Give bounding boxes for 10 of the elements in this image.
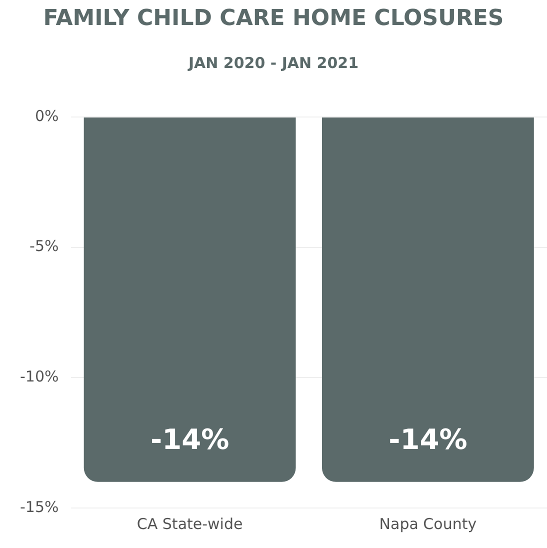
data-label: -14% bbox=[150, 423, 230, 456]
x-tick-label: CA State-wide bbox=[136, 514, 243, 533]
y-tick-label: -5% bbox=[30, 237, 59, 256]
y-tick-label: -15% bbox=[20, 498, 59, 516]
chart-title: FAMILY CHILD CARE HOME CLOSURES bbox=[42, 6, 505, 31]
chart-subtitle: JAN 2020 - JAN 2021 bbox=[186, 54, 360, 72]
x-tick-label: Napa County bbox=[379, 514, 477, 533]
y-tick-label: -10% bbox=[20, 368, 59, 386]
y-tick-label: 0% bbox=[34, 106, 59, 125]
data-label: -14% bbox=[388, 423, 468, 456]
